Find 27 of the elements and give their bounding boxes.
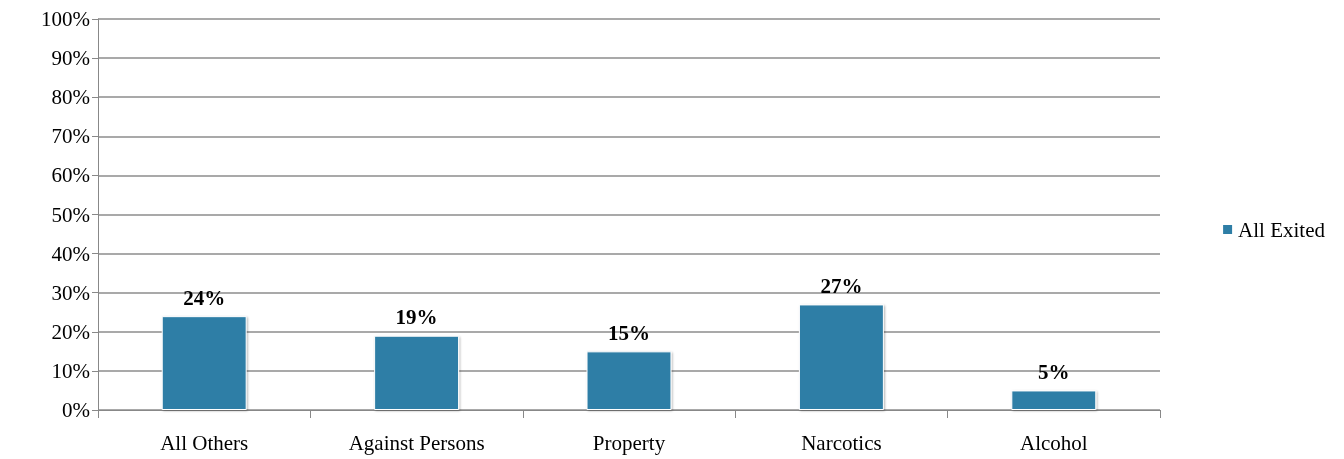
y-tick-label: 90% [51,46,90,71]
y-tick-label: 60% [51,163,90,188]
bar [586,351,672,410]
data-label: 19% [395,305,438,330]
legend-label: All Exited [1238,217,1326,242]
y-tick-label: 70% [51,124,90,149]
x-tick-label: Property [592,430,666,455]
bar [374,335,460,410]
y-tick-label: 30% [51,280,90,305]
y-tick-label: 100% [41,7,90,31]
y-tick-label: 10% [51,358,90,383]
x-tick-label: Alcohol [1019,430,1088,455]
bar [1011,390,1097,410]
y-tick-label: 80% [51,85,90,110]
y-tick-label: 20% [51,319,90,344]
x-tick-label: Narcotics [801,430,882,455]
data-label: 5% [1038,359,1070,384]
data-label: 24% [183,285,226,310]
x-tick-label: All Others [160,430,249,455]
data-label: 15% [608,320,650,345]
y-tick-label: 50% [51,202,90,227]
x-tick-label: Against Persons [348,430,485,455]
bar [798,304,884,410]
y-tick-label: 40% [51,241,90,266]
y-tick-label: 0% [62,398,90,422]
bar [161,316,247,410]
data-label: 27% [820,273,863,298]
